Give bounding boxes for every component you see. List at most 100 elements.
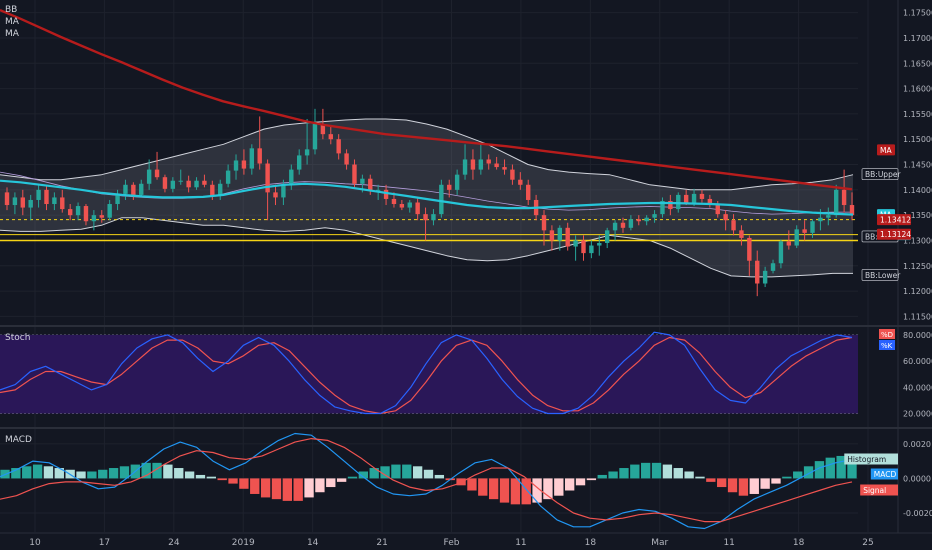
candle-body <box>510 169 515 180</box>
histogram-bar <box>163 464 173 479</box>
candle-body <box>834 189 839 216</box>
candle-body <box>360 178 365 184</box>
bollinger-lower-line <box>0 217 853 278</box>
candle-body <box>407 202 412 208</box>
candle-body <box>36 189 41 200</box>
pane-separators <box>0 0 932 534</box>
candles <box>4 108 855 297</box>
candle-body <box>139 183 144 195</box>
candle-body <box>391 198 397 205</box>
price-tag <box>861 168 899 180</box>
price-tag-label: MA <box>880 146 892 155</box>
candle-body <box>375 189 381 191</box>
y-tick-label: 1.13000 <box>903 236 932 245</box>
main-indicator-legend: BB MA MA <box>5 4 19 40</box>
indicator-label-bb[interactable]: BB <box>5 5 18 15</box>
histogram-bar <box>76 471 86 479</box>
candle-body <box>115 193 120 205</box>
candle-body <box>597 243 602 246</box>
ma-long-line <box>0 8 853 191</box>
candle-body <box>794 229 799 246</box>
macd-legend-label: Histogram <box>847 455 886 464</box>
macd-pane[interactable] <box>0 432 857 530</box>
axes: 10 17 24 2019 14 21 Feb 11 18 Mar 11 18 25 1.17500 1.1… <box>29 9 932 548</box>
candle-body <box>67 209 73 216</box>
price-pane[interactable] <box>0 8 858 297</box>
candle-body <box>162 177 168 189</box>
stoch-legend-label: %K <box>881 342 893 350</box>
y-tick-label: 1.14500 <box>903 161 932 170</box>
histogram-bar <box>521 478 531 505</box>
candle-body <box>83 206 89 222</box>
histogram-bar <box>651 462 662 479</box>
candle-body <box>344 153 349 165</box>
histogram-bar <box>336 478 347 482</box>
histogram-bar <box>760 478 770 489</box>
candle-body <box>660 200 665 215</box>
histogram-bar <box>630 464 640 479</box>
candle-body <box>573 240 578 247</box>
histogram-bar <box>391 464 401 479</box>
candle-body <box>52 197 57 205</box>
macd-indicator-label[interactable]: MACD <box>5 435 32 445</box>
indicator-label-ma-1[interactable]: MA <box>5 17 19 27</box>
histogram-bar <box>108 468 119 479</box>
histogram-bar <box>358 471 369 479</box>
candle-body <box>699 193 705 199</box>
indicator-label-ma-2[interactable]: MA <box>5 29 19 39</box>
candle-body <box>612 222 618 231</box>
histogram-bar <box>478 478 488 496</box>
histogram-bar <box>380 466 390 479</box>
histogram-bar <box>260 478 271 498</box>
candle-body <box>210 184 215 196</box>
histogram-bar <box>684 471 694 479</box>
candle-body <box>762 270 768 284</box>
candle-body <box>668 200 673 210</box>
x-tick-label: Feb <box>444 538 460 548</box>
stoch-pane[interactable] <box>0 331 858 415</box>
histogram-bar <box>782 476 792 479</box>
stoch-indicator-label[interactable]: Stoch <box>5 333 31 343</box>
histogram-bar <box>532 478 542 503</box>
candle-body <box>683 194 689 203</box>
histogram-bar <box>467 478 477 491</box>
candle-body <box>186 180 191 188</box>
histogram-bar <box>662 464 673 479</box>
histogram-bar <box>228 478 238 484</box>
candle-body <box>486 159 491 164</box>
candle-body <box>249 148 255 169</box>
candle-body <box>60 197 65 210</box>
candle-body <box>320 124 326 135</box>
histogram-bar <box>184 471 195 479</box>
candle-body <box>368 178 373 191</box>
candle-body <box>723 214 728 221</box>
histogram-bar <box>22 466 32 479</box>
histogram-bar <box>749 478 759 494</box>
candle-body <box>289 169 294 185</box>
x-tick-label: 11 <box>515 538 526 548</box>
stoch-y-tick-label: 60.0000 <box>903 357 932 366</box>
histogram-bar <box>369 468 379 479</box>
candle-body <box>526 184 531 200</box>
candle-body <box>691 193 697 203</box>
stoch-y-tick-label: 80.0000 <box>903 331 932 340</box>
candle-body <box>194 180 199 188</box>
histogram-bar <box>825 457 835 479</box>
x-tick-label: 18 <box>793 538 805 548</box>
histogram-bar <box>717 478 727 488</box>
macd-y-tick-label: 0.0000 <box>903 474 931 483</box>
candle-body <box>478 159 484 170</box>
candle-body <box>549 230 555 241</box>
candle-body <box>518 179 523 185</box>
candle-body <box>20 197 25 208</box>
candle-body <box>454 174 460 190</box>
candle-body <box>470 159 476 170</box>
x-tick-label: 10 <box>29 538 41 548</box>
candle-body <box>644 217 649 222</box>
price-tag <box>877 228 911 240</box>
histogram-bar <box>575 478 586 486</box>
histogram-bar <box>326 478 336 488</box>
histogram-bar <box>11 468 21 479</box>
histogram-bar <box>195 474 206 479</box>
